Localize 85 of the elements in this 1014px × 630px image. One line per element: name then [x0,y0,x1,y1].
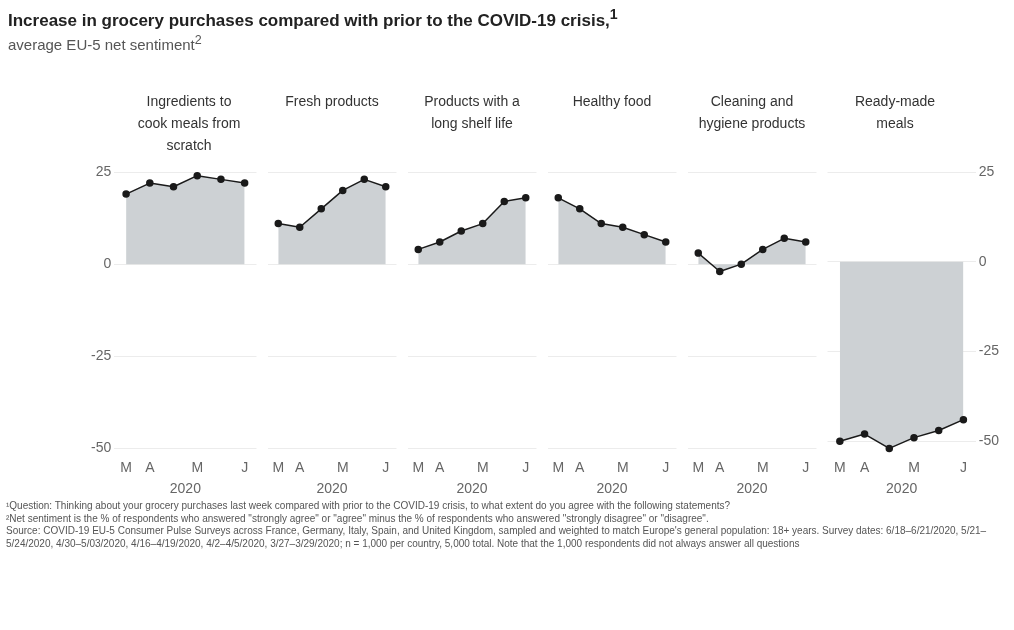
x-axis-title: 2020 [316,480,348,497]
point [240,179,249,187]
legend-title: Cleaning and hygiene products [697,92,807,133]
legend-title: Ready-made meals [853,92,937,133]
x-axis-title: 2020 [456,480,488,497]
y-tick-label: -25 [978,342,1000,359]
y-tick-label: 25 [95,162,112,179]
x-tick-label: M [756,458,769,475]
point [597,219,605,228]
point [217,175,225,184]
point [885,444,894,453]
point [576,205,584,213]
point [716,267,724,276]
point [934,426,943,435]
x-tick-label: M [692,458,705,475]
point [382,182,390,191]
y-tick-label: 25 [978,162,995,179]
legend-title: Fresh products [284,92,380,111]
point [522,194,530,202]
x-tick-label: M [908,458,920,475]
point [146,179,154,187]
point [836,437,844,445]
x-axis-title: 2020 [169,480,202,497]
point [436,238,444,246]
point [737,260,745,268]
x-tick-label: M [552,458,565,475]
point [274,219,282,228]
point [479,219,487,228]
x-tick-label: A [859,458,870,475]
point [500,197,508,206]
point [554,194,562,202]
point [780,234,788,243]
x-tick-label: A [715,458,726,475]
point [457,227,465,235]
x-tick-label: M [191,458,204,475]
x-tick-label: J [382,458,390,475]
y-tick-label: 0 [103,254,112,271]
x-tick-label: J [662,458,670,475]
point [619,223,627,232]
y-tick-label: -50 [91,439,112,456]
point [414,245,422,254]
point [360,175,368,184]
x-tick-label: M [834,458,846,475]
point [640,230,648,239]
y-tick-label: -50 [978,432,1000,449]
text: ²Net sentiment is the % of respondents who answered "strongly agree" or "agree" minus the % of respondents who answered "strongly disagree" or "disagree". [6,512,710,525]
chart-subtitle: average EU-5 net sentiment$^{2}$ [8,32,203,53]
point [339,186,347,195]
legend-title: Healthy food [571,92,653,111]
x-tick-label: M [412,458,425,475]
x-axis-title: 2020 [596,480,628,497]
point [317,205,325,213]
legend-title: Ingredients to cook meals from scratch [136,92,242,155]
x-axis-title: 2020 [886,480,918,497]
legend-title: Products with a long shelf life [423,92,521,133]
point [959,415,968,424]
point [694,249,702,257]
x-tick-label: M [476,458,489,475]
y-tick-label: -25 [91,347,112,364]
x-tick-label: A [295,458,306,475]
point [169,182,178,191]
x-tick-label: J [522,458,530,475]
point [860,430,869,438]
x-tick-label: M [336,458,349,475]
x-tick-label: A [145,458,156,475]
x-tick-label: M [120,458,132,475]
point [662,238,670,246]
point [759,245,767,254]
x-tick-label: M [272,458,285,475]
point [296,223,304,232]
point [910,433,918,442]
x-axis-title: 2020 [736,480,768,497]
x-tick-label: J [802,458,810,475]
x-tick-label: M [616,458,629,475]
text: ¹Question: Thinking about your grocery purchases last week compared with prior to the COVID-19 crisis, to what extent do you agree with the following statements? [6,500,732,513]
x-tick-label: A [435,458,446,475]
point [193,171,201,180]
source-note: Source: COVID-19 EU-5 Consumer Pulse Surveys across France, Germany, Italy, Spain, and United Kingdom, sampled and weighted to match Europe's general population: 18+ years. Survey dates: 6/18–6/21/2020, 5/21–5/24/2020, 4/30–5/03/2020, 4/16–4/19/2020, 4/2–4/5/2020, 3/27–3/29/2020; n = 1,000 per country, 5,000 total. Note that the 1,000 respondents did not always answer all questions [6,525,988,550]
text: Increase in grocery purchases compared with prior to the COVID-19 crisis,$^{1}$ [8,6,618,31]
x-tick-label: A [575,458,586,475]
point [802,238,810,246]
y-tick-label: 0 [978,252,987,269]
point [122,190,130,198]
x-tick-label: J [959,458,967,475]
x-tick-label: J [241,458,249,475]
